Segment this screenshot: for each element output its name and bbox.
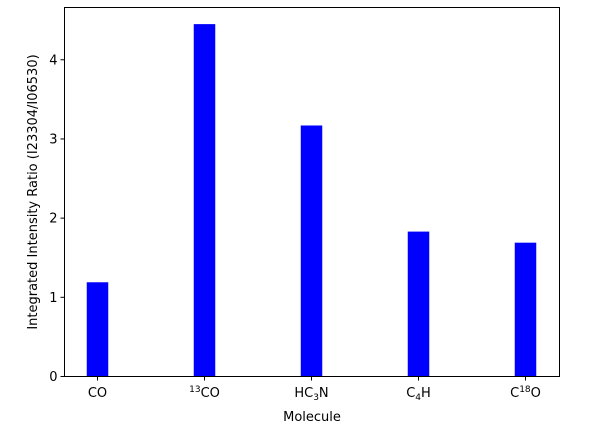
bar-c18o	[514, 242, 537, 377]
y-axis: 0 1 2 3 4	[49, 53, 65, 385]
y-tick-label: 0	[49, 370, 57, 385]
x-axis: CO 13CO HC3N C4H C18O	[88, 376, 541, 403]
x-tick-label-13co: 13CO	[189, 385, 220, 401]
y-tick-label: 3	[49, 132, 57, 147]
bars-group	[86, 24, 537, 377]
bar-c4h	[407, 231, 430, 377]
x-tick-label-c4h: C4H	[406, 386, 431, 403]
bar-hc3n	[300, 125, 323, 377]
x-tick-label-hc3n: HC3N	[294, 386, 328, 403]
x-tick-label-co: CO	[88, 386, 107, 401]
y-tick-label: 4	[49, 53, 57, 68]
bar-co	[86, 282, 109, 377]
bar-13co	[193, 24, 216, 377]
y-axis-label: Integrated Intensity Ratio (I23304/I0653…	[26, 54, 41, 329]
x-axis-label: Molecule	[283, 410, 341, 425]
y-tick-label: 2	[49, 212, 57, 227]
y-tick-label: 1	[49, 291, 57, 306]
x-tick-label-c18o: C18O	[510, 385, 541, 401]
